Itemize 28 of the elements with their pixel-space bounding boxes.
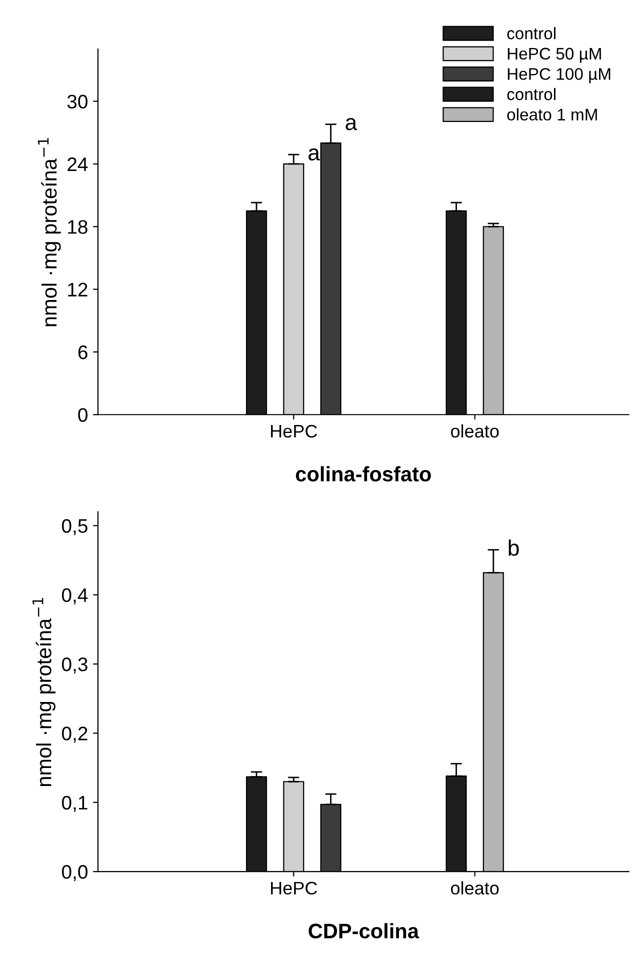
- legend-label: HePC 50 µM: [508, 48, 601, 63]
- y-tick-label: 0,3: [62, 657, 88, 674]
- x-tick-label: oleato: [450, 424, 499, 438]
- y-tick-label: 0,5: [62, 519, 88, 536]
- x-axis-title: colina-fosfato: [296, 466, 431, 482]
- y-axis-title: nmol ·mg proteína$^{−1}$: [32, 598, 56, 786]
- legend-label: control: [507, 27, 556, 40]
- y-axis-title: nmol ·mg proteína$^{−1}$: [38, 138, 61, 326]
- annotation: b: [508, 539, 519, 556]
- y-tick-label: 24: [68, 157, 88, 171]
- x-tick-label: HePC: [271, 882, 318, 895]
- x-tick-label: HePC: [271, 424, 318, 438]
- legend-label: oleato 1 mM: [507, 108, 597, 120]
- legend-label: control: [507, 88, 556, 100]
- y-tick-label: 0: [78, 408, 88, 422]
- y-tick-label: 0,4: [62, 588, 88, 604]
- y-tick-label: 0,1: [62, 796, 88, 812]
- legend-label: HePC 100 µM: [508, 68, 610, 84]
- y-tick-label: 30: [67, 94, 88, 109]
- x-axis-title: CDP-colina: [308, 923, 420, 938]
- annotation: a: [308, 148, 320, 161]
- annotation: a: [346, 118, 358, 130]
- y-tick-label: 6: [78, 345, 88, 360]
- y-tick-label: 0,0: [62, 865, 88, 882]
- x-tick-label: oleato: [450, 881, 499, 895]
- y-tick-label: 12: [68, 282, 88, 296]
- y-tick-label: 18: [68, 220, 88, 234]
- y-tick-label: 0,2: [62, 726, 88, 743]
